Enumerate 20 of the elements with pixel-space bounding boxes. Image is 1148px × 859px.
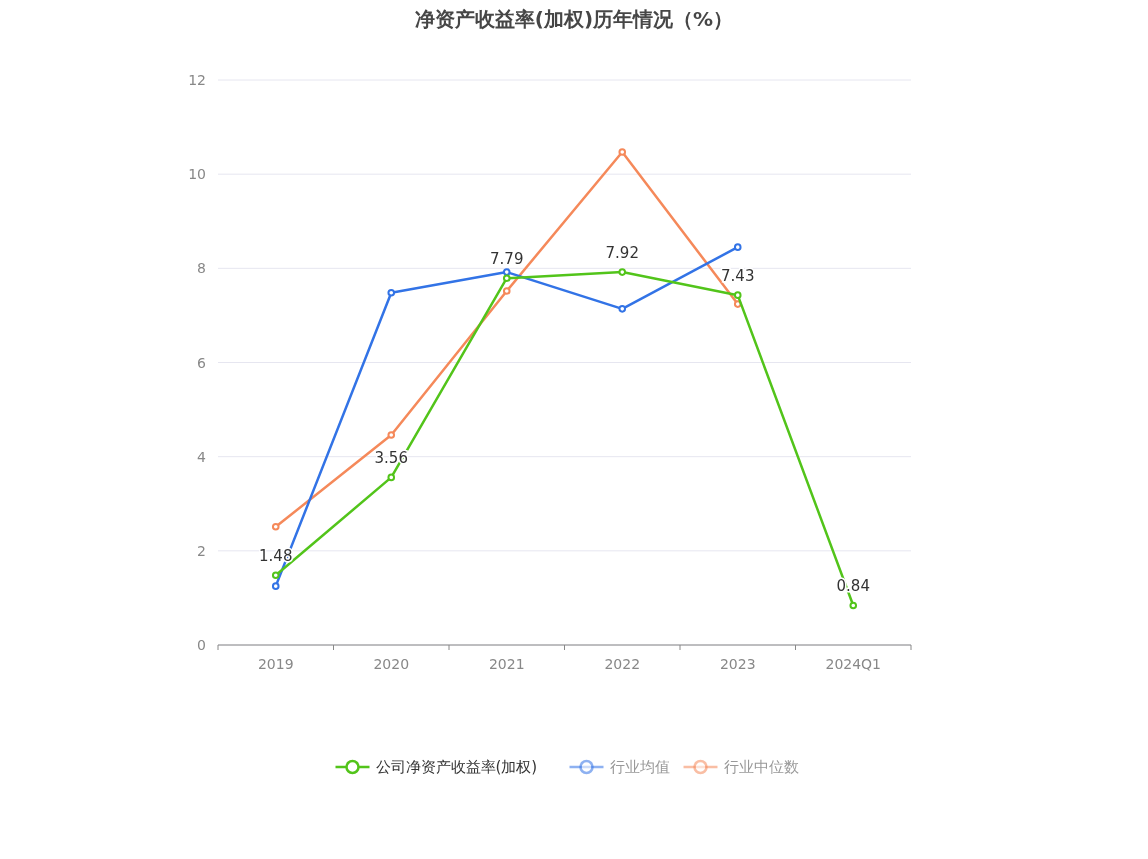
x-tick-label: 2023: [719, 656, 756, 672]
y-tick-label: 4: [197, 448, 207, 465]
x-tick-label: 2024Q1: [825, 656, 882, 672]
chart-title: 净资产收益率(加权)历年情况（%）: [414, 7, 734, 31]
legend-label: 行业均值: [609, 758, 670, 776]
legend-label: 行业中位数: [723, 758, 799, 776]
y-tick-label: 10: [188, 166, 206, 183]
data-label: 7.92: [605, 244, 639, 263]
y-tick-label: 12: [188, 72, 206, 88]
data-label: 7.43: [721, 267, 755, 286]
y-tick-label: 2: [197, 542, 206, 559]
x-tick-label: 2022: [604, 656, 641, 672]
y-tick-label: 8: [197, 260, 206, 277]
x-tick-label: 2020: [373, 656, 410, 672]
x-tick-label: 2019: [257, 656, 294, 672]
x-tick-label: 2021: [488, 656, 525, 672]
y-tick-label: 6: [197, 354, 207, 371]
legend-label: 公司净资产收益率(加权): [375, 758, 538, 776]
data-label: 7.79: [490, 250, 524, 269]
y-tick-label: 0: [197, 637, 206, 653]
